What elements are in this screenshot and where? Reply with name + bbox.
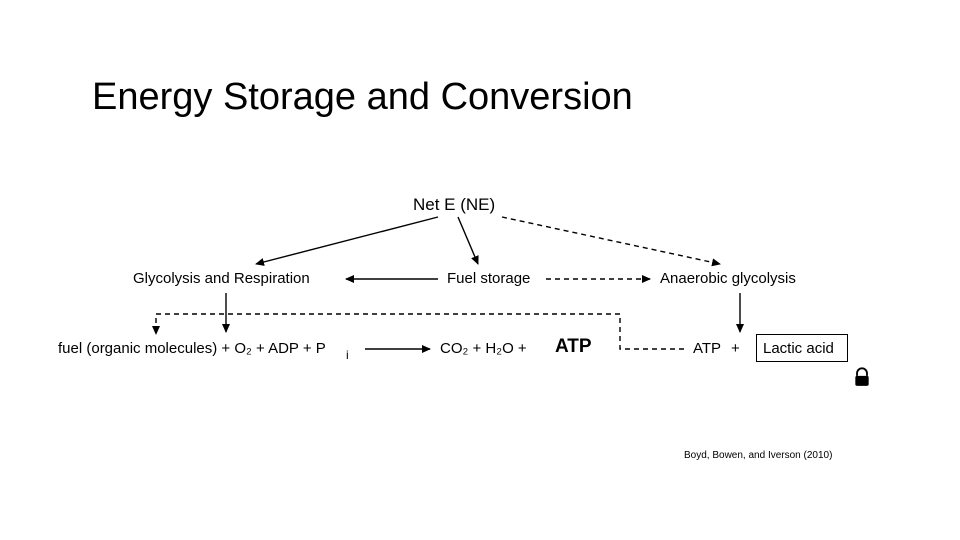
arrow-a9	[156, 314, 684, 349]
slide-root: Energy Storage and Conversion Net E (NE)…	[0, 0, 960, 540]
lock-icon	[852, 366, 872, 389]
arrow-a1	[256, 217, 438, 264]
citation-text: Boyd, Bowen, and Iverson (2010)	[684, 450, 832, 461]
arrow-a3	[502, 217, 720, 264]
arrow-a2	[458, 217, 478, 264]
